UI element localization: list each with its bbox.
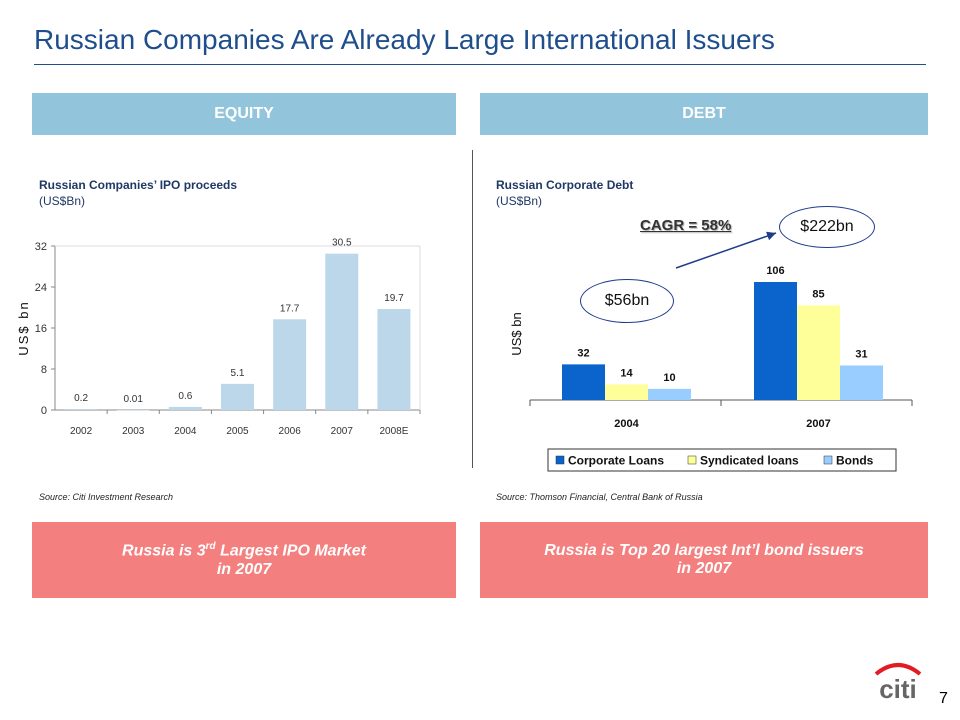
debt-bar-value-label: 32 — [577, 347, 589, 359]
ipo-x-tick-label: 2008E — [379, 426, 408, 437]
ipo-x-tick-label: 2006 — [279, 426, 302, 437]
ipo-x-tick-label: 2002 — [70, 426, 93, 437]
debt-bar — [605, 384, 648, 400]
end-value-label: $222bn — [800, 218, 854, 235]
logo-arc — [874, 663, 922, 676]
debt-legend-label: Bonds — [836, 454, 874, 468]
page-title: Russian Companies Are Already Large Inte… — [34, 24, 775, 55]
ipo-chart-unit: (US$Bn) — [39, 194, 86, 208]
debt-legend-label: Syndicated loans — [700, 454, 799, 468]
ipo-bar-value-label: 19.7 — [384, 293, 404, 304]
equity-callout-text-b: Largest IPO Market — [215, 542, 366, 560]
start-value-bubble: $56bn — [580, 279, 674, 323]
ipo-bar — [325, 253, 359, 410]
ipo-bar-value-label: 30.5 — [332, 238, 352, 249]
debt-bar — [797, 305, 840, 400]
debt-bar — [562, 364, 605, 400]
debt-bar — [754, 282, 797, 400]
ipo-bar-chart: 0 8 16 24 32 US$ bn 0.2 2002 0.01 2003 0.6 2004 5.1 2… — [16, 238, 421, 437]
equity-callout-line1: Russia is 3rd Largest IPO Market — [32, 541, 456, 560]
page-number: 7 — [939, 690, 948, 707]
equity-callout-line2: in 2007 — [216, 560, 272, 578]
ipo-bar-value-label: 0.01 — [123, 394, 143, 405]
ipo-y-tick-label: 32 — [35, 241, 47, 253]
ipo-y-axis-label: US$ bn — [16, 300, 31, 355]
debt-x-tick-label: 2004 — [614, 418, 639, 430]
ipo-bar-value-label: 17.7 — [280, 303, 300, 314]
debt-bar-value-label: 85 — [812, 288, 824, 300]
ipo-x-tick-label: 2003 — [122, 426, 145, 437]
debt-callout-line2: in 2007 — [676, 560, 732, 577]
ipo-bar — [168, 406, 202, 410]
debt-bar-value-label: 14 — [620, 367, 633, 379]
debt-bar — [648, 388, 691, 400]
ipo-bar — [273, 319, 307, 410]
ipo-chart-title: Russian Companies’ IPO proceeds — [39, 178, 238, 192]
ipo-bar — [64, 408, 98, 410]
debt-x-tick-label: 2007 — [806, 418, 830, 430]
title-divider — [34, 64, 926, 65]
end-value-bubble: $222bn — [779, 206, 875, 248]
ipo-y-tick-label: 24 — [35, 282, 47, 294]
debt-bar-value-label: 106 — [766, 265, 784, 277]
ipo-bar-value-label: 5.1 — [231, 368, 245, 379]
ipo-y-tick-label: 0 — [41, 405, 47, 417]
debt-legend-label: Corporate Loans — [568, 454, 664, 468]
equity-callout: Russia is 3rd Largest IPO Market in 2007 — [32, 522, 456, 598]
start-value-label: $56bn — [604, 292, 650, 309]
ipo-bar — [377, 309, 411, 410]
ipo-x-tick-label: 2005 — [226, 426, 249, 437]
debt-chart-title: Russian Corporate Debt — [496, 178, 634, 192]
ipo-bar-value-label: 0.6 — [178, 391, 192, 402]
cagr-arrow — [675, 231, 777, 269]
debt-y-axis-label: US$ bn — [509, 312, 524, 355]
debt-callout: Russia is Top 20 largest Int’l bond issu… — [480, 522, 928, 598]
equity-source-note: Source: Citi Investment Research — [39, 492, 174, 502]
debt-legend-swatch — [823, 455, 833, 465]
equity-header-label: EQUITY — [214, 105, 274, 122]
ipo-bar-value-label: 0.2 — [74, 393, 88, 404]
debt-bar-value-label: 31 — [855, 348, 867, 360]
debt-legend-swatch — [687, 455, 697, 465]
debt-bar-chart: US$ bn 32 14 10 2004 106 85 31 2007 Corporate Loa… — [509, 231, 913, 472]
ipo-bar — [221, 383, 254, 410]
equity-header-band: EQUITY — [32, 93, 456, 135]
debt-callout-line1: Russia is Top 20 largest Int’l bond issu… — [544, 542, 864, 559]
ipo-x-tick-label: 2007 — [331, 426, 354, 437]
ipo-y-tick-label: 8 — [41, 364, 47, 376]
debt-bar — [840, 365, 883, 400]
cagr-label: CAGR = 58% — [640, 217, 732, 234]
debt-bar-value-label: 10 — [663, 372, 675, 384]
logo-text: citi — [879, 674, 917, 702]
debt-legend-box — [547, 448, 897, 472]
equity-callout-text-a: Russia is 3 — [122, 542, 206, 560]
section-divider — [472, 150, 473, 468]
ipo-bar — [116, 409, 150, 411]
debt-source-note: Source: Thomson Financial, Central Bank … — [496, 492, 703, 502]
ipo-y-tick-label: 16 — [35, 323, 47, 335]
debt-legend-swatch — [555, 455, 565, 465]
citi-logo: citi — [874, 663, 922, 702]
debt-header-band: DEBT — [480, 93, 928, 135]
debt-chart-unit: (US$Bn) — [496, 194, 543, 208]
ipo-x-tick-label: 2004 — [174, 426, 197, 437]
debt-header-label: DEBT — [682, 105, 726, 122]
equity-callout-sup: rd — [205, 541, 216, 553]
